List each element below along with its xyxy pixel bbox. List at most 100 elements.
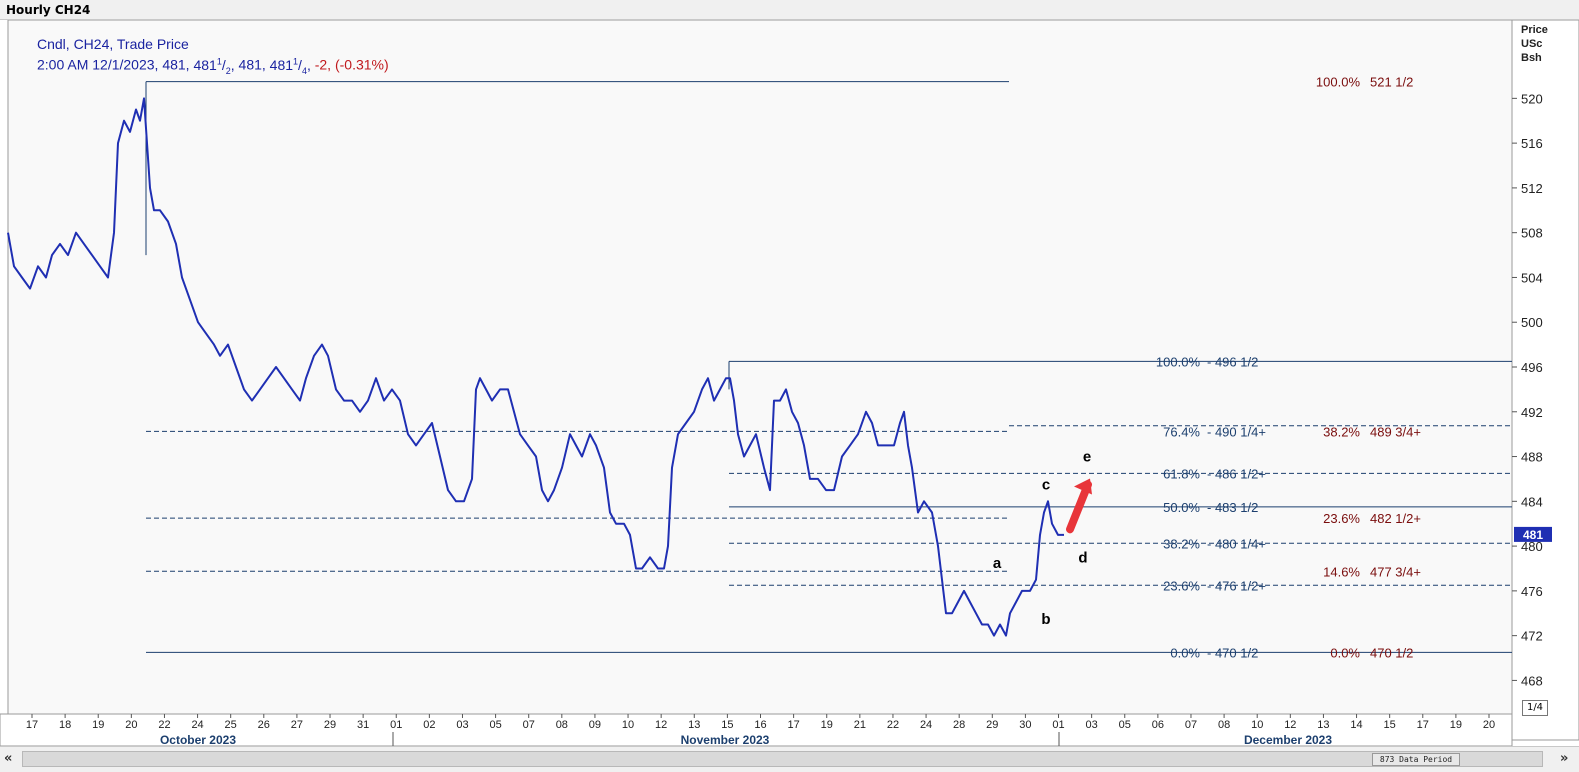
month-label: October 2023 <box>160 733 236 747</box>
fib-price-label: - 483 1/2 <box>1207 500 1258 515</box>
fib-price-label: - 476 1/2+ <box>1207 578 1266 593</box>
x-tick-label: 20 <box>1483 719 1495 731</box>
horizontal-scrollbar[interactable]: « 873 Data Period » <box>0 746 1579 772</box>
fib-percent-label: 38.2% <box>1163 536 1200 551</box>
legend-series-label: Cndl, CH24, Trade Price <box>37 36 189 52</box>
wave-label: c <box>1042 477 1050 494</box>
wave-label: a <box>993 555 1002 572</box>
x-tick-label: 01 <box>390 719 402 731</box>
x-tick-label: 05 <box>1119 719 1131 731</box>
x-tick-label: 19 <box>1450 719 1462 731</box>
legend-low: 481, <box>238 56 266 73</box>
x-tick-label: 15 <box>1384 719 1396 731</box>
month-label: November 2023 <box>681 733 770 747</box>
x-tick-label: 22 <box>887 719 899 731</box>
y-tick-label: 516 <box>1521 136 1543 151</box>
fib-far-price-label: 521 1/2 <box>1370 75 1413 90</box>
scroll-right-icon[interactable]: » <box>1560 751 1569 766</box>
x-tick-label: 28 <box>953 719 965 731</box>
x-tick-label: 12 <box>1284 719 1296 731</box>
fib-percent-label: 100.0% <box>1156 354 1201 369</box>
x-tick-label: 31 <box>357 719 369 731</box>
last-price-badge <box>1514 526 1552 542</box>
legend-open: 481, <box>162 56 190 73</box>
y-tick-label: 480 <box>1521 539 1543 554</box>
y-tick-label: 508 <box>1521 226 1543 241</box>
x-tick-label: 09 <box>589 719 601 731</box>
fib-far-percent-label: 23.6% <box>1323 511 1360 526</box>
x-tick-label: 22 <box>158 719 170 731</box>
x-tick-label: 02 <box>423 719 435 731</box>
trend-arrow-icon <box>1066 480 1092 534</box>
wave-label: b <box>1041 611 1050 628</box>
legend-high: 4811/2, <box>193 56 235 76</box>
x-tick-label: 25 <box>225 719 237 731</box>
x-tick-label: 13 <box>1317 719 1329 731</box>
x-tick-label: 15 <box>721 719 733 731</box>
fib-far-percent-label: 14.6% <box>1323 564 1360 579</box>
x-tick-label: 01 <box>1052 719 1064 731</box>
fib-far-price-label: 470 1/2 <box>1370 645 1413 660</box>
data-period-label[interactable]: 873 Data Period <box>1372 753 1460 766</box>
fib-price-label: - 470 1/2 <box>1207 645 1258 660</box>
fib-far-percent-label: 38.2% <box>1323 424 1360 439</box>
x-tick-label: 12 <box>655 719 667 731</box>
plot-area <box>7 19 1513 715</box>
y-tick-label: 468 <box>1521 673 1543 688</box>
x-tick-label: 06 <box>1152 719 1164 731</box>
x-tick-label: 17 <box>26 719 38 731</box>
legend-change: -2, (-0.31%) <box>314 56 389 73</box>
x-tick-label: 14 <box>1350 719 1362 731</box>
fib-percent-label: 0.0% <box>1170 645 1200 660</box>
y-tick-label: 504 <box>1521 270 1543 285</box>
x-tick-label: 17 <box>787 719 799 731</box>
fib-percent-label: 50.0% <box>1163 500 1200 515</box>
fib-far-percent-label: 100.0% <box>1316 75 1361 90</box>
page-indicator[interactable]: 1/4 <box>1522 700 1548 716</box>
x-tick-label: 19 <box>821 719 833 731</box>
x-tick-label: 13 <box>688 719 700 731</box>
fib-far-price-label: 482 1/2+ <box>1370 511 1421 526</box>
price-axis-panel <box>1511 19 1579 741</box>
fib-far-percent-label: 0.0% <box>1330 645 1360 660</box>
fib-percent-label: 76.4% <box>1163 424 1200 439</box>
y-tick-label: 484 <box>1521 494 1543 509</box>
fib-price-label: - 496 1/2 <box>1207 354 1258 369</box>
x-tick-label: 07 <box>523 719 535 731</box>
x-tick-label: 05 <box>489 719 501 731</box>
x-tick-label: 07 <box>1185 719 1197 731</box>
legend-close: 4811/4, <box>269 56 311 76</box>
scroll-track[interactable] <box>22 751 1543 767</box>
x-tick-label: 20 <box>125 719 137 731</box>
fib-price-label: - 480 1/4+ <box>1207 536 1266 551</box>
y-tick-label: 476 <box>1521 584 1543 599</box>
y-tick-label: 496 <box>1521 360 1543 375</box>
x-tick-label: 29 <box>324 719 336 731</box>
y-tick-label: 512 <box>1521 181 1543 196</box>
x-tick-label: 18 <box>59 719 71 731</box>
x-tick-label: 21 <box>854 719 866 731</box>
x-tick-label: 30 <box>1019 719 1031 731</box>
legend-datetime: 2:00 AM 12/1/2023, <box>37 56 159 73</box>
y-tick-label: 500 <box>1521 315 1543 330</box>
legend-ohlc: 2:00 AM 12/1/2023, 481, 4811/2, 481, 481… <box>37 56 389 75</box>
scroll-left-icon[interactable]: « <box>4 751 13 766</box>
window-title-bar: Hourly CH24 <box>0 0 1579 20</box>
x-tick-label: 29 <box>986 719 998 731</box>
price-axis-unit-label: Bsh <box>1521 52 1542 64</box>
y-tick-label: 520 <box>1521 91 1543 106</box>
x-tick-label: 24 <box>191 719 203 731</box>
x-tick-label: 16 <box>754 719 766 731</box>
fib-far-price-label: 489 3/4+ <box>1370 424 1421 439</box>
x-tick-label: 19 <box>92 719 104 731</box>
trend-arrow-head-icon <box>1074 478 1092 495</box>
price-axis-unit-label: USc <box>1521 38 1542 50</box>
x-tick-label: 03 <box>1086 719 1098 731</box>
price-axis-unit-label: Price <box>1521 24 1548 36</box>
x-tick-label: 10 <box>622 719 634 731</box>
window-title: Hourly CH24 <box>6 3 91 17</box>
fib-price-label: - 486 1/2+ <box>1207 466 1266 481</box>
x-tick-label: 08 <box>556 719 568 731</box>
x-tick-label: 03 <box>456 719 468 731</box>
